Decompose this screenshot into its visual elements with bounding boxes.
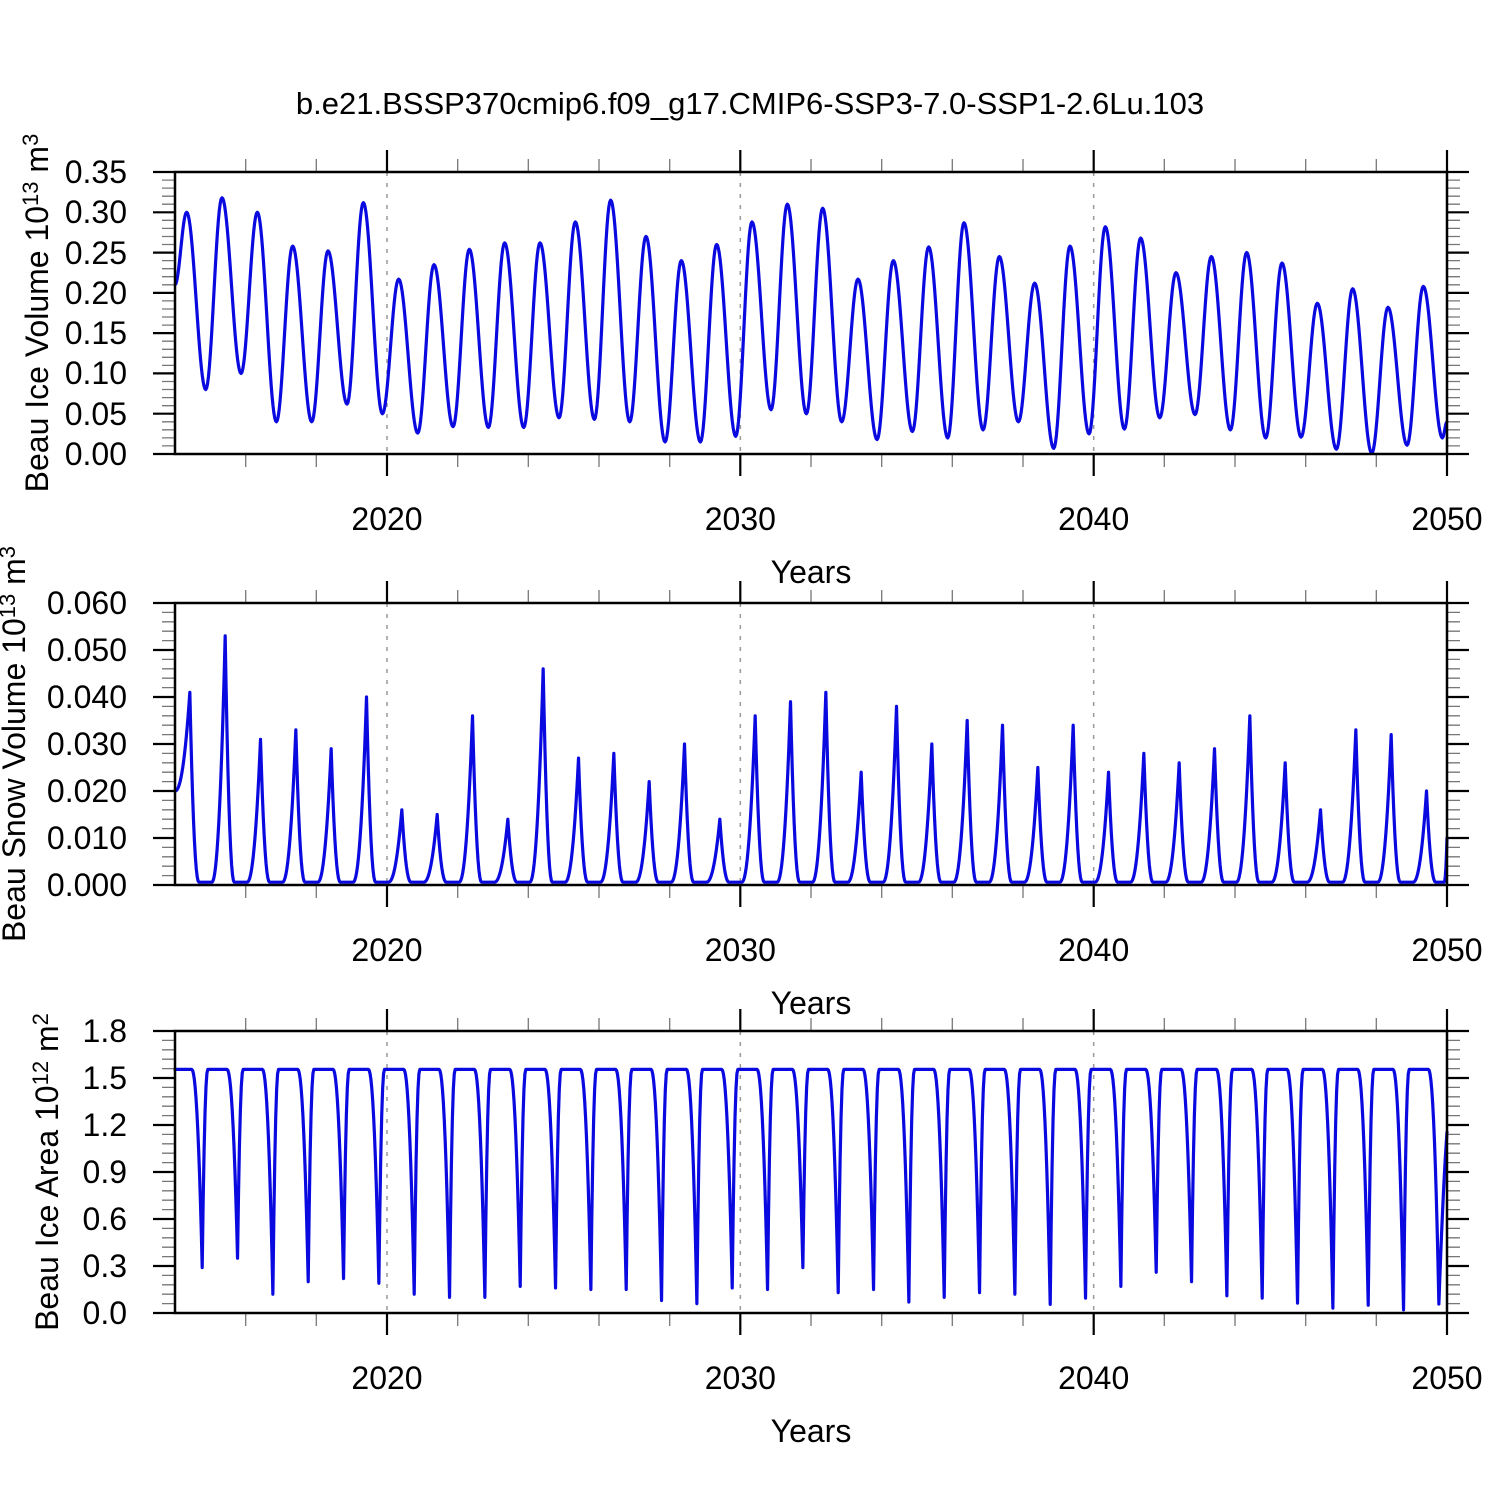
x-tick-label: 2020 — [351, 932, 423, 968]
y-axis-title-superscript: 13 — [18, 181, 44, 206]
y-tick-label: 0.050 — [46, 632, 127, 668]
figure-title: b.e21.BSSP370cmip6.f09_g17.CMIP6-SSP3-7.… — [295, 86, 1205, 121]
y-tick-label: 1.2 — [82, 1107, 127, 1143]
y-tick-label: 0.040 — [46, 679, 127, 715]
x-tick-label: 2050 — [1411, 501, 1483, 537]
y-tick-label: 0.00 — [64, 436, 127, 472]
y-tick-label: 1.8 — [82, 1013, 127, 1049]
y-tick-label: 0.25 — [64, 234, 127, 271]
y-axis-title-text: Beau Ice Volume 10 — [19, 205, 55, 493]
y-tick-label: 0.35 — [64, 154, 127, 190]
y-tick-label: 1.5 — [82, 1060, 127, 1096]
beau-ice-area-plot — [153, 1009, 1469, 1335]
major-tick-marks — [153, 1009, 1469, 1335]
minor-tick-marks — [162, 1018, 1460, 1326]
y-axis-title: Beau Ice Area 1012 m2 — [27, 912, 69, 1432]
x-tick-label: 2050 — [1411, 932, 1483, 968]
y-axis-title-text: m — [19, 145, 55, 182]
major-tick-marks — [153, 150, 1469, 476]
y-tick-label: 0.15 — [64, 315, 127, 352]
minor-tick-marks — [162, 590, 1460, 898]
y-tick-label: 0.30 — [64, 194, 127, 231]
x-tick-label: 2050 — [1411, 1360, 1483, 1396]
y-tick-label: 0.060 — [46, 585, 127, 621]
y-tick-label: 0.20 — [64, 274, 127, 311]
y-axis-title-superscript: 12 — [28, 1060, 54, 1086]
x-tick-label: 2030 — [704, 932, 776, 968]
beau-snow-volume-series-line — [173, 634, 1449, 884]
y-tick-label: 0.6 — [82, 1201, 127, 1237]
x-tick-label: 2040 — [1058, 501, 1130, 537]
plot-frame — [173, 1029, 1449, 1315]
x-axis-title: Years — [770, 554, 852, 590]
x-axis-title: Years — [770, 1413, 852, 1449]
y-axis-title-text: m — [29, 1025, 65, 1061]
beau-ice-volume-series-line — [173, 196, 1449, 455]
y-axis-title-superscript: 3 — [18, 133, 44, 146]
y-axis-title-superscript: 2 — [28, 1013, 54, 1026]
y-axis-title-text: Beau Snow Volume 10 — [0, 618, 32, 943]
x-tick-label: 2030 — [704, 501, 776, 537]
y-tick-label: 0.020 — [46, 773, 127, 809]
x-tick-label: 2020 — [351, 1360, 423, 1396]
y-tick-label: 0.10 — [64, 355, 127, 392]
y-axis-title-superscript: 13 — [0, 593, 21, 619]
x-tick-label: 2040 — [1058, 1360, 1130, 1396]
minor-tick-marks — [162, 159, 1460, 467]
y-tick-label: 0.0 — [82, 1295, 127, 1331]
plot-frame — [173, 601, 1449, 887]
plot-frame — [173, 170, 1449, 456]
beau-snow-volume-plot — [153, 581, 1469, 907]
x-axis-title: Years — [770, 985, 852, 1021]
y-axis-title-text: m — [0, 558, 32, 594]
y-tick-label: 0.3 — [82, 1248, 127, 1284]
y-tick-label: 0.9 — [82, 1154, 127, 1190]
x-tick-label: 2040 — [1058, 932, 1130, 968]
x-tick-label: 2030 — [704, 1360, 776, 1396]
x-tick-label: 2020 — [351, 501, 423, 537]
y-tick-label: 0.05 — [64, 395, 127, 432]
major-tick-marks — [153, 581, 1469, 907]
y-tick-label: 0.000 — [46, 867, 127, 903]
y-tick-label: 0.010 — [46, 820, 127, 856]
y-tick-label: 0.030 — [46, 726, 127, 762]
y-axis-title-superscript: 3 — [0, 546, 20, 558]
beau-ice-volume-plot — [153, 150, 1469, 476]
beau-ice-area-series-line — [173, 1067, 1449, 1312]
y-axis-title-text: Beau Ice Area 10 — [29, 1085, 65, 1331]
